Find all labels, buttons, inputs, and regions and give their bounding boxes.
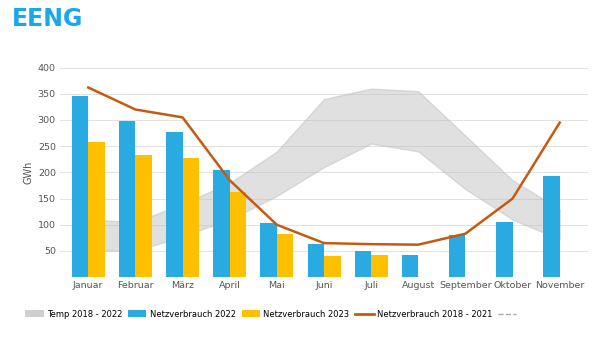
Bar bbox=[166, 131, 182, 277]
Text: EENG: EENG bbox=[12, 7, 83, 31]
Bar bbox=[182, 158, 199, 277]
Legend: Temp 2018 - 2022, Netzverbrauch 2022, Netzverbrauch 2023, Netzverbrauch 2018 - 2: Temp 2018 - 2022, Netzverbrauch 2022, Ne… bbox=[22, 307, 523, 322]
Bar bbox=[324, 256, 341, 277]
Bar bbox=[371, 255, 388, 277]
Bar bbox=[88, 142, 105, 277]
Bar bbox=[308, 244, 324, 277]
Bar bbox=[136, 155, 152, 277]
Bar bbox=[230, 192, 246, 277]
Bar bbox=[213, 170, 230, 277]
Bar bbox=[72, 96, 88, 277]
Bar bbox=[402, 255, 418, 277]
Bar bbox=[119, 121, 136, 277]
Bar bbox=[496, 222, 512, 277]
Bar bbox=[277, 234, 293, 277]
Y-axis label: GWh: GWh bbox=[23, 161, 34, 184]
Bar bbox=[260, 223, 277, 277]
Bar bbox=[543, 176, 560, 277]
Bar bbox=[355, 251, 371, 277]
Bar bbox=[449, 235, 466, 277]
